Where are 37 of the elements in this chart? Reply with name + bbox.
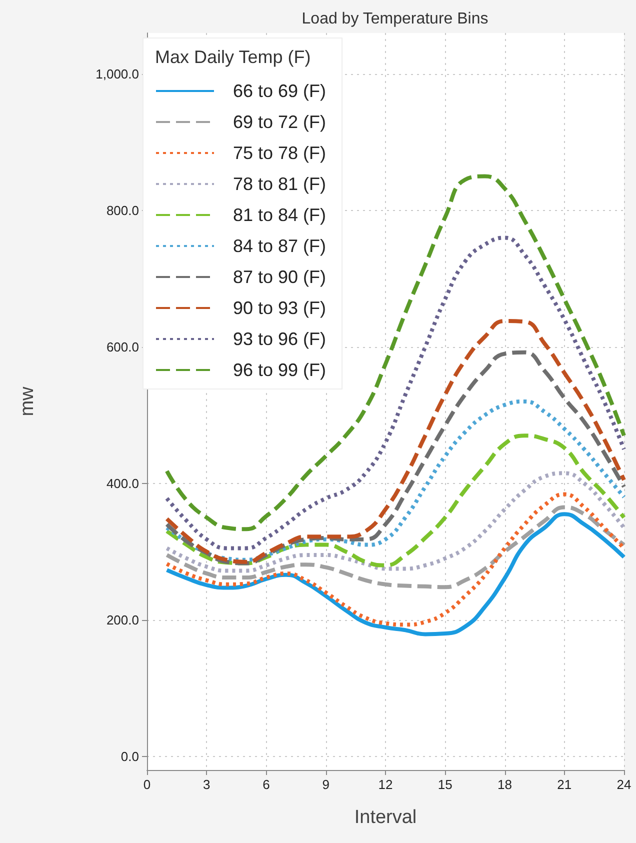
line-series	[164, 236, 626, 550]
legend-title: Max Daily Temp (F)	[155, 47, 311, 67]
chart-title: Load by Temperature Bins	[302, 10, 488, 28]
y-axis-title: mw	[17, 386, 38, 416]
x-tick-label: 6	[262, 777, 270, 792]
y-tick-label: 200.0	[106, 612, 139, 628]
y-tick-label: 400.0	[106, 476, 139, 491]
legend-label: 87 to 90 (F)	[233, 267, 326, 287]
line-series	[164, 174, 626, 532]
x-tick-label: 15	[438, 777, 452, 792]
legend-label: 66 to 69 (F)	[233, 81, 326, 101]
x-tick-label: 3	[203, 777, 210, 792]
y-tick-label: 800.0	[106, 202, 139, 218]
line-series	[164, 434, 626, 568]
line-series	[164, 505, 626, 590]
x-tick-label: 24	[616, 777, 632, 792]
x-tick-label: 21	[557, 777, 572, 792]
x-tick-label: 0	[143, 777, 151, 792]
y-tick-label: 600.0	[106, 339, 139, 354]
legend-label: 96 to 99 (F)	[233, 360, 326, 380]
legend-label: 84 to 87 (F)	[233, 236, 326, 256]
line-series	[164, 471, 626, 573]
legend-label: 69 to 72 (F)	[233, 112, 326, 132]
x-tick-label: 18	[498, 777, 512, 792]
y-tick-label: 0.0	[120, 748, 139, 764]
legend-label: 78 to 81 (F)	[233, 174, 326, 194]
x-tick-label: 12	[378, 777, 393, 792]
line-series	[164, 400, 626, 562]
legend-label: 75 to 78 (F)	[233, 143, 326, 163]
legend-label: 90 to 93 (F)	[233, 298, 326, 318]
line-series	[164, 512, 626, 636]
line-series	[164, 492, 626, 627]
x-tick-label: 9	[322, 777, 330, 792]
legend-label: 93 to 96 (F)	[233, 329, 326, 349]
legend-label: 81 to 84 (F)	[233, 205, 326, 225]
y-tick-label: 1,000.0	[96, 66, 139, 82]
x-axis-title: Interval	[354, 807, 417, 828]
